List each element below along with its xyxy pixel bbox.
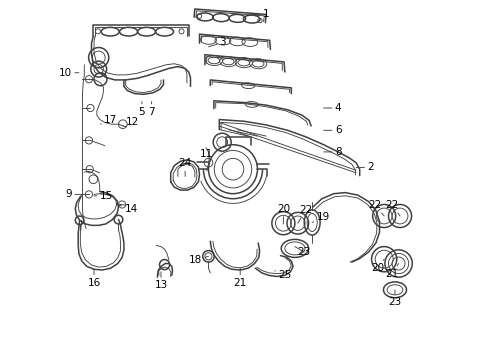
Text: 22: 22 [385, 200, 399, 216]
Text: 1: 1 [251, 9, 269, 19]
Text: 5: 5 [138, 102, 145, 117]
Text: 17: 17 [101, 114, 117, 125]
Text: 22: 22 [367, 200, 384, 216]
Text: 18: 18 [189, 255, 208, 265]
Text: 20: 20 [276, 204, 289, 224]
Text: 13: 13 [154, 272, 167, 290]
Text: 23: 23 [387, 290, 401, 307]
Text: 12: 12 [122, 117, 139, 127]
Text: 16: 16 [87, 269, 101, 288]
Text: 24: 24 [178, 158, 191, 176]
Text: 21: 21 [385, 264, 398, 279]
Text: 4: 4 [323, 103, 341, 113]
Text: 7: 7 [148, 102, 155, 117]
Text: 19: 19 [311, 212, 329, 222]
Text: 8: 8 [323, 147, 341, 157]
Text: 23: 23 [294, 247, 310, 257]
Text: 25: 25 [274, 270, 291, 280]
Text: 2: 2 [355, 162, 373, 172]
Text: 11: 11 [200, 149, 213, 163]
Text: 9: 9 [65, 189, 82, 199]
Text: 21: 21 [233, 268, 246, 288]
Text: 6: 6 [323, 125, 341, 135]
Text: 15: 15 [94, 191, 113, 201]
Text: 14: 14 [117, 204, 138, 214]
Text: 3: 3 [208, 37, 226, 48]
Text: 22: 22 [297, 205, 312, 223]
Text: 20: 20 [370, 259, 384, 273]
Text: 10: 10 [59, 68, 79, 78]
